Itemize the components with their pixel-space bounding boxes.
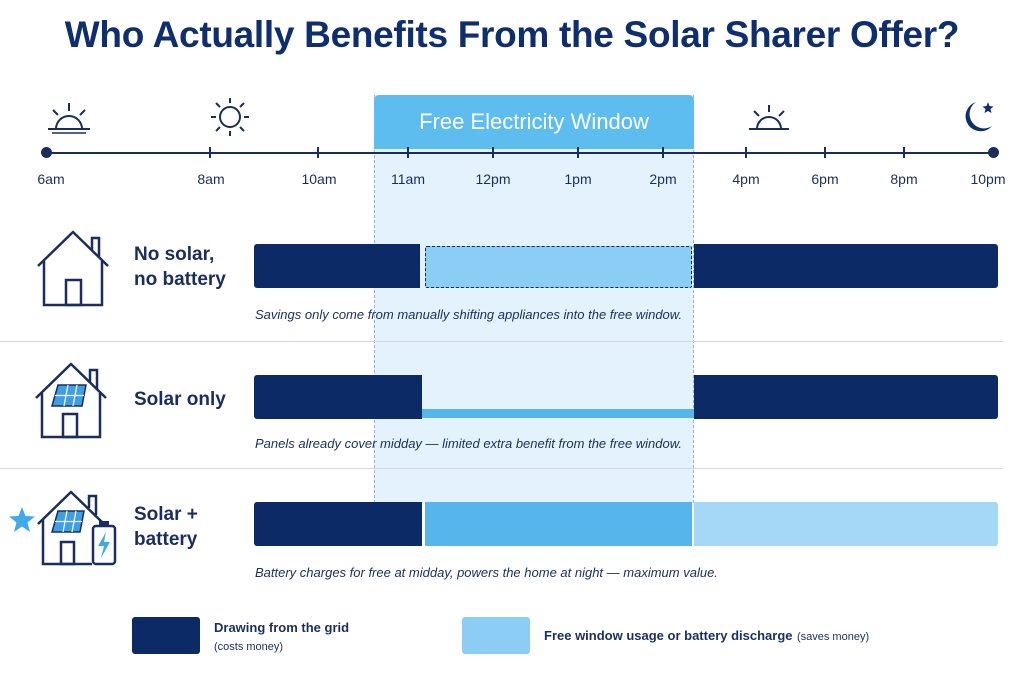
time-label-11am: 11am bbox=[391, 171, 425, 187]
solar-battery-discharge-bar bbox=[694, 502, 998, 546]
row-no-solar-label: No solar, no battery bbox=[134, 242, 226, 292]
time-label-4pm: 4pm bbox=[732, 171, 760, 187]
time-label-10pm: 10pm bbox=[970, 171, 1006, 187]
solar-only-grid-morning-bar bbox=[254, 375, 422, 419]
time-label-8pm: 8pm bbox=[890, 171, 918, 187]
row-solar-battery-label: Solar + battery bbox=[134, 502, 198, 552]
row-divider bbox=[0, 341, 1003, 342]
star-icon bbox=[9, 507, 35, 532]
free-window-label: Free Electricity Window bbox=[374, 95, 694, 149]
moon-icon bbox=[965, 102, 994, 132]
row-solar-battery-note: Battery charges for free at midday, powe… bbox=[255, 565, 718, 580]
time-label-6am: 6am bbox=[37, 171, 65, 187]
legend-free-text: Free window usage or battery discharge (… bbox=[544, 627, 869, 645]
solar-battery-house-icon bbox=[37, 490, 117, 566]
timeline-start-dot bbox=[41, 147, 52, 158]
solar-battery-grid-morning-bar bbox=[254, 502, 422, 546]
timeline-tick bbox=[317, 147, 319, 158]
page-title: Who Actually Benefits From the Solar Sha… bbox=[64, 14, 960, 55]
time-label-6pm: 6pm bbox=[811, 171, 839, 187]
legend-free-swatch bbox=[462, 617, 530, 654]
no-solar-grid-morning-bar bbox=[254, 244, 420, 288]
legend-grid-label: Drawing from the grid bbox=[214, 620, 350, 635]
timeline-tick bbox=[662, 147, 664, 158]
solar-battery-free-charge-bar bbox=[425, 502, 692, 546]
row-solar-battery-label-line2: battery bbox=[134, 529, 198, 550]
time-label-2pm: 2pm bbox=[649, 171, 677, 187]
timeline-tick bbox=[824, 147, 826, 158]
time-label-8am: 8am bbox=[197, 171, 225, 187]
row-solar-only-note: Panels already cover midday — limited ex… bbox=[255, 436, 683, 451]
sun-icon bbox=[211, 98, 249, 136]
no-solar-free-window-bar bbox=[425, 246, 692, 288]
house-icon bbox=[37, 230, 109, 307]
legend-free-label: Free window usage or battery discharge bbox=[544, 628, 793, 643]
legend-free-sub: (saves money) bbox=[796, 631, 870, 643]
row-no-solar-label-line2: no battery bbox=[134, 269, 226, 290]
timeline-axis bbox=[46, 152, 994, 154]
timeline-tick bbox=[407, 147, 409, 158]
sunset-icon bbox=[749, 105, 789, 130]
solar-house-icon bbox=[35, 362, 107, 439]
timeline-tick bbox=[745, 147, 747, 158]
timeline-tick bbox=[492, 147, 494, 158]
timeline-tick bbox=[903, 147, 905, 158]
legend-grid-swatch bbox=[132, 617, 200, 654]
row-no-solar-note: Savings only come from manually shifting… bbox=[255, 307, 683, 322]
timeline-tick bbox=[209, 147, 211, 158]
solar-only-free-window-bar bbox=[422, 409, 694, 418]
row-divider bbox=[0, 468, 1003, 469]
timeline-end-dot bbox=[988, 147, 999, 158]
timeline-tick bbox=[577, 147, 579, 158]
legend-grid-sub: (costs money) bbox=[214, 641, 284, 653]
time-label-1pm: 1pm bbox=[564, 171, 592, 187]
time-label-10am: 10am bbox=[301, 171, 337, 187]
no-solar-grid-evening-bar bbox=[694, 244, 998, 288]
free-window-band bbox=[374, 95, 694, 503]
solar-only-grid-evening-bar bbox=[694, 375, 998, 419]
row-no-solar-label-line1: No solar, bbox=[134, 244, 215, 265]
row-solar-only-label: Solar only bbox=[134, 389, 226, 410]
sunrise-icon bbox=[48, 103, 90, 134]
row-solar-battery-label-line1: Solar + bbox=[134, 504, 198, 525]
time-label-12pm: 12pm bbox=[475, 171, 511, 187]
